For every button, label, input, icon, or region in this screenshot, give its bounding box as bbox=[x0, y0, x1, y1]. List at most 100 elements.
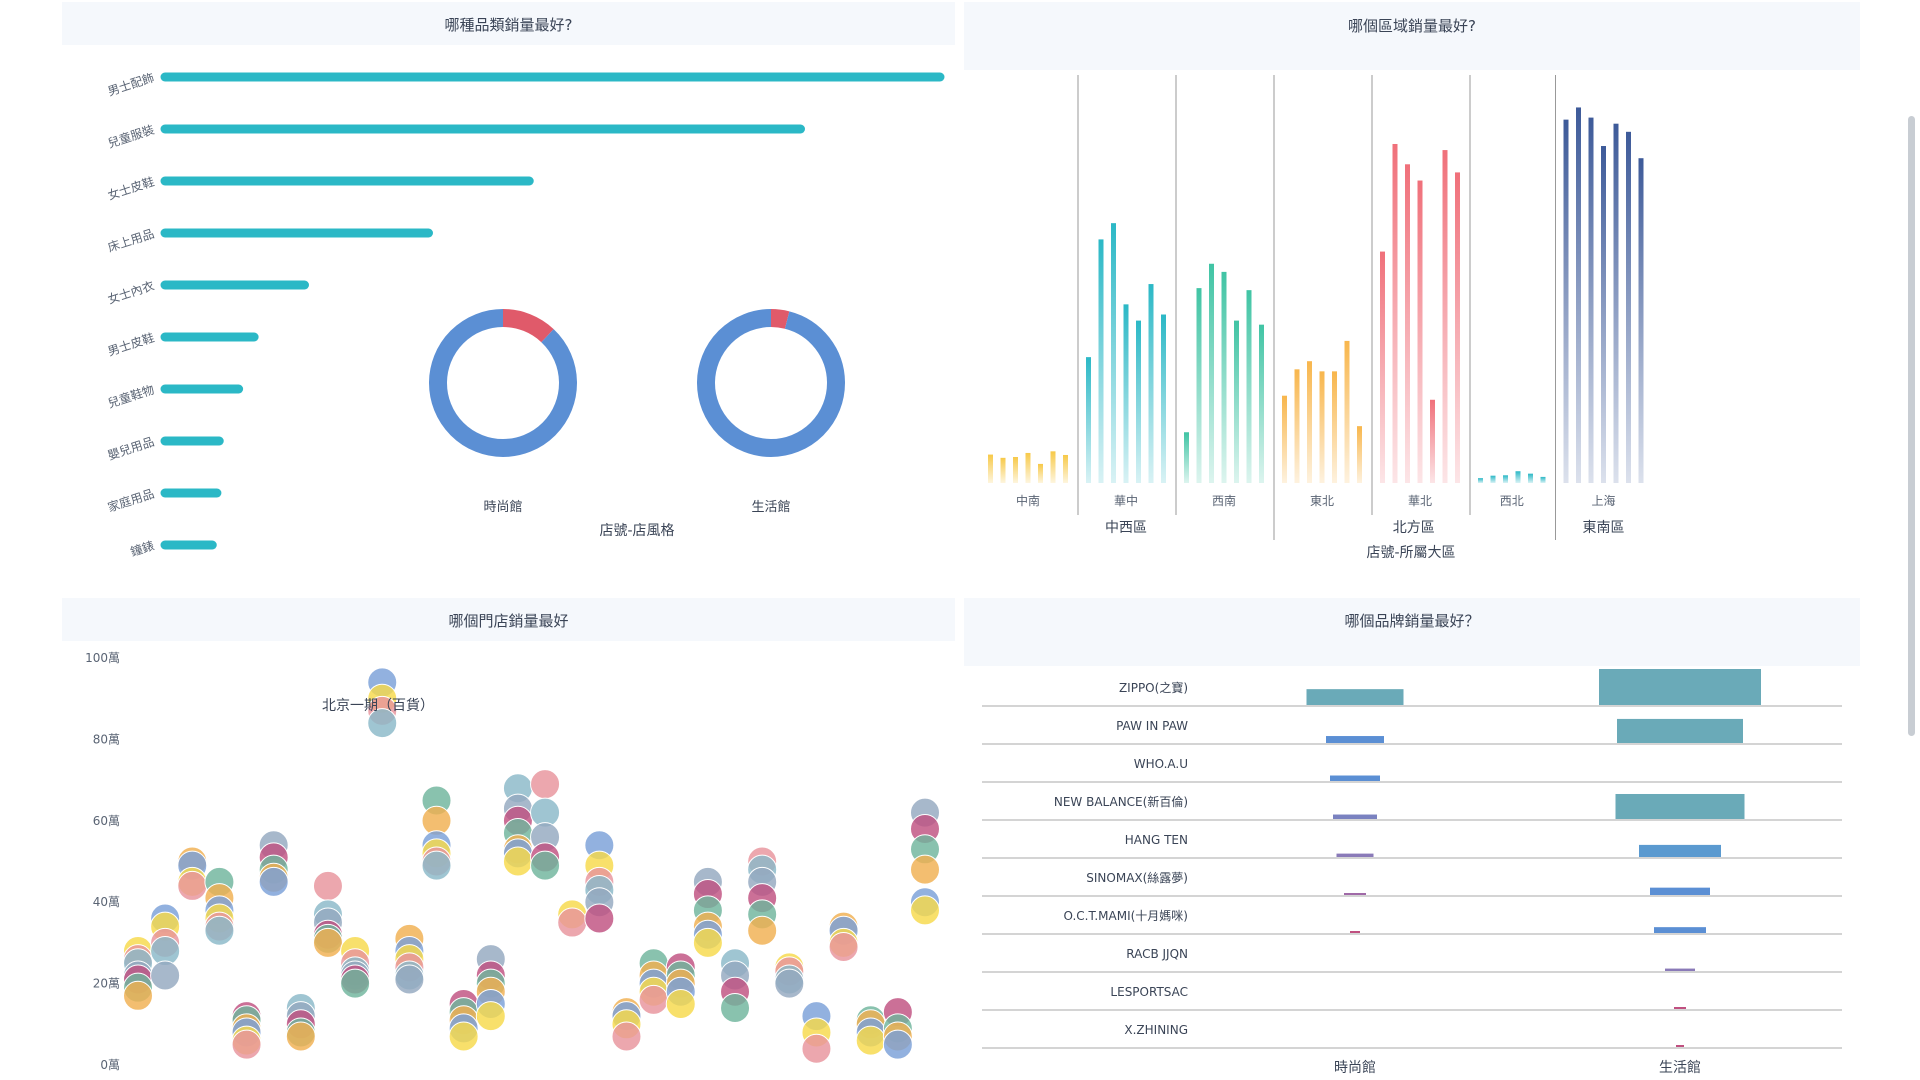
brand-panel-title: 哪個品牌銷量最好？ bbox=[1344, 612, 1480, 630]
region-bar bbox=[1282, 395, 1287, 483]
region-bar bbox=[1123, 304, 1129, 483]
brand-chart: ZIPPO(之寶) PAW IN PAW WHO.A.U NEW BALANCE(新百… bbox=[982, 669, 1842, 1076]
region-bar bbox=[1357, 426, 1362, 483]
region-bar bbox=[1319, 371, 1325, 483]
donut-label: 生活館 bbox=[751, 500, 790, 515]
category-axis-label: 女士內衣 bbox=[106, 278, 156, 307]
category-panel-header bbox=[62, 2, 955, 45]
category-axis-label: 男士皮鞋 bbox=[106, 330, 156, 359]
brand-bar bbox=[1674, 1007, 1686, 1009]
brand-label: X.ZHINING bbox=[1124, 1023, 1188, 1037]
brand-bar bbox=[1326, 736, 1384, 743]
scatter-point bbox=[882, 1029, 913, 1060]
region-bar bbox=[1540, 476, 1546, 483]
brand-label: PAW IN PAW bbox=[1116, 719, 1188, 733]
scatter-point bbox=[421, 850, 452, 881]
scatter-point bbox=[720, 993, 751, 1024]
category-panel-title: 哪種品類銷量最好? bbox=[444, 16, 573, 34]
region-bar bbox=[1063, 454, 1068, 483]
scatter-point bbox=[177, 870, 208, 901]
brand-bar bbox=[1306, 689, 1404, 705]
brand-label: HANG TEN bbox=[1125, 833, 1188, 847]
brand-label: RACB JJQN bbox=[1126, 947, 1188, 961]
category-axis-label: 兒童鞋物 bbox=[106, 382, 156, 411]
region-bar bbox=[1417, 180, 1423, 483]
region-sub-label: 華北 bbox=[1408, 494, 1432, 508]
region-bar bbox=[1013, 457, 1018, 483]
brand-label: ZIPPO(之寶) bbox=[1119, 680, 1188, 695]
scatter-point bbox=[855, 1025, 886, 1056]
brand-bar bbox=[1676, 1045, 1684, 1047]
scatter-point bbox=[123, 980, 153, 1011]
region-panel-title: 哪個區域銷量最好? bbox=[1348, 17, 1476, 35]
region-bar bbox=[1380, 251, 1385, 483]
scatter-point bbox=[502, 846, 533, 877]
donut-axis-title: 店號-店風格 bbox=[599, 523, 674, 539]
region-bar bbox=[1098, 239, 1104, 483]
region-bar bbox=[1111, 223, 1116, 483]
region-bar bbox=[1161, 314, 1166, 483]
scatter-point bbox=[312, 870, 343, 901]
category-axis-label: 家庭用品 bbox=[106, 486, 156, 515]
scatter-point bbox=[258, 866, 289, 897]
region-bar bbox=[1196, 288, 1202, 483]
scrollbar-thumb[interactable] bbox=[1908, 116, 1915, 736]
scatter-point bbox=[150, 960, 181, 991]
scatter-point bbox=[312, 927, 343, 958]
brand-panel-header bbox=[964, 598, 1860, 666]
scatter-point bbox=[910, 895, 940, 926]
region-axis-title: 店號-所屬大區 bbox=[1366, 545, 1455, 561]
region-bar bbox=[1528, 473, 1533, 483]
brand-label: NEW BALANCE(新百倫) bbox=[1054, 794, 1188, 809]
region-group-label: 東南區 bbox=[1583, 520, 1625, 536]
region-bar bbox=[1601, 146, 1606, 483]
region-bar bbox=[1259, 324, 1264, 483]
region-bar bbox=[1209, 263, 1214, 483]
scatter-point bbox=[530, 769, 561, 800]
region-bar bbox=[1050, 451, 1056, 483]
brand-bar bbox=[1617, 718, 1743, 743]
region-bar bbox=[1576, 107, 1581, 483]
scatter-point bbox=[231, 1029, 262, 1060]
store-panel-title: 哪個門店銷量最好 bbox=[448, 612, 569, 630]
region-bar bbox=[1344, 340, 1350, 483]
region-bar bbox=[1588, 117, 1594, 483]
region-bar bbox=[1148, 284, 1154, 483]
region-bar bbox=[1503, 475, 1508, 483]
brand-panel: 哪個品牌銷量最好？ bbox=[964, 598, 1860, 1080]
region-group-label: 中西區 bbox=[1105, 520, 1147, 536]
region-bar bbox=[1307, 361, 1312, 483]
donut-slice bbox=[697, 309, 845, 457]
scatter-y-tick: 20萬 bbox=[93, 977, 120, 991]
region-bar bbox=[1025, 452, 1031, 483]
store-panel-header bbox=[62, 598, 955, 641]
brand-bar bbox=[1599, 669, 1761, 705]
brand-bar bbox=[1330, 775, 1380, 781]
brand-label: SINOMAX(絲露夢) bbox=[1086, 870, 1188, 885]
region-bar bbox=[1613, 123, 1619, 483]
region-sub-label: 中南 bbox=[1016, 493, 1040, 508]
region-sub-label: 西南 bbox=[1212, 493, 1236, 508]
donut-label: 時尚館 bbox=[483, 500, 522, 515]
region-sub-label: 華中 bbox=[1114, 493, 1138, 508]
region-panel-header bbox=[964, 2, 1860, 70]
scatter-point bbox=[801, 1033, 832, 1064]
scatter-point bbox=[394, 964, 425, 995]
brand-bar bbox=[1336, 853, 1374, 857]
scatter-point bbox=[448, 1021, 479, 1052]
brand-label: WHO.A.U bbox=[1134, 757, 1188, 771]
region-sub-label: 東北 bbox=[1310, 494, 1334, 508]
region-bar bbox=[1234, 320, 1239, 483]
brand-bar bbox=[1650, 887, 1710, 895]
region-bar bbox=[1332, 371, 1337, 483]
brand-bar bbox=[1344, 893, 1366, 895]
brand-series-label: 生活館 bbox=[1659, 1059, 1701, 1076]
scatter-point bbox=[747, 915, 778, 946]
region-sub-label: 西北 bbox=[1500, 494, 1524, 508]
store-panel: 哪個門店銷量最好 bbox=[62, 598, 955, 1080]
region-bar bbox=[1221, 271, 1227, 483]
category-axis-label: 床上用品 bbox=[106, 227, 156, 255]
brand-bar bbox=[1665, 968, 1695, 971]
region-panel: 哪個區域銷量最好? bbox=[964, 2, 1860, 582]
